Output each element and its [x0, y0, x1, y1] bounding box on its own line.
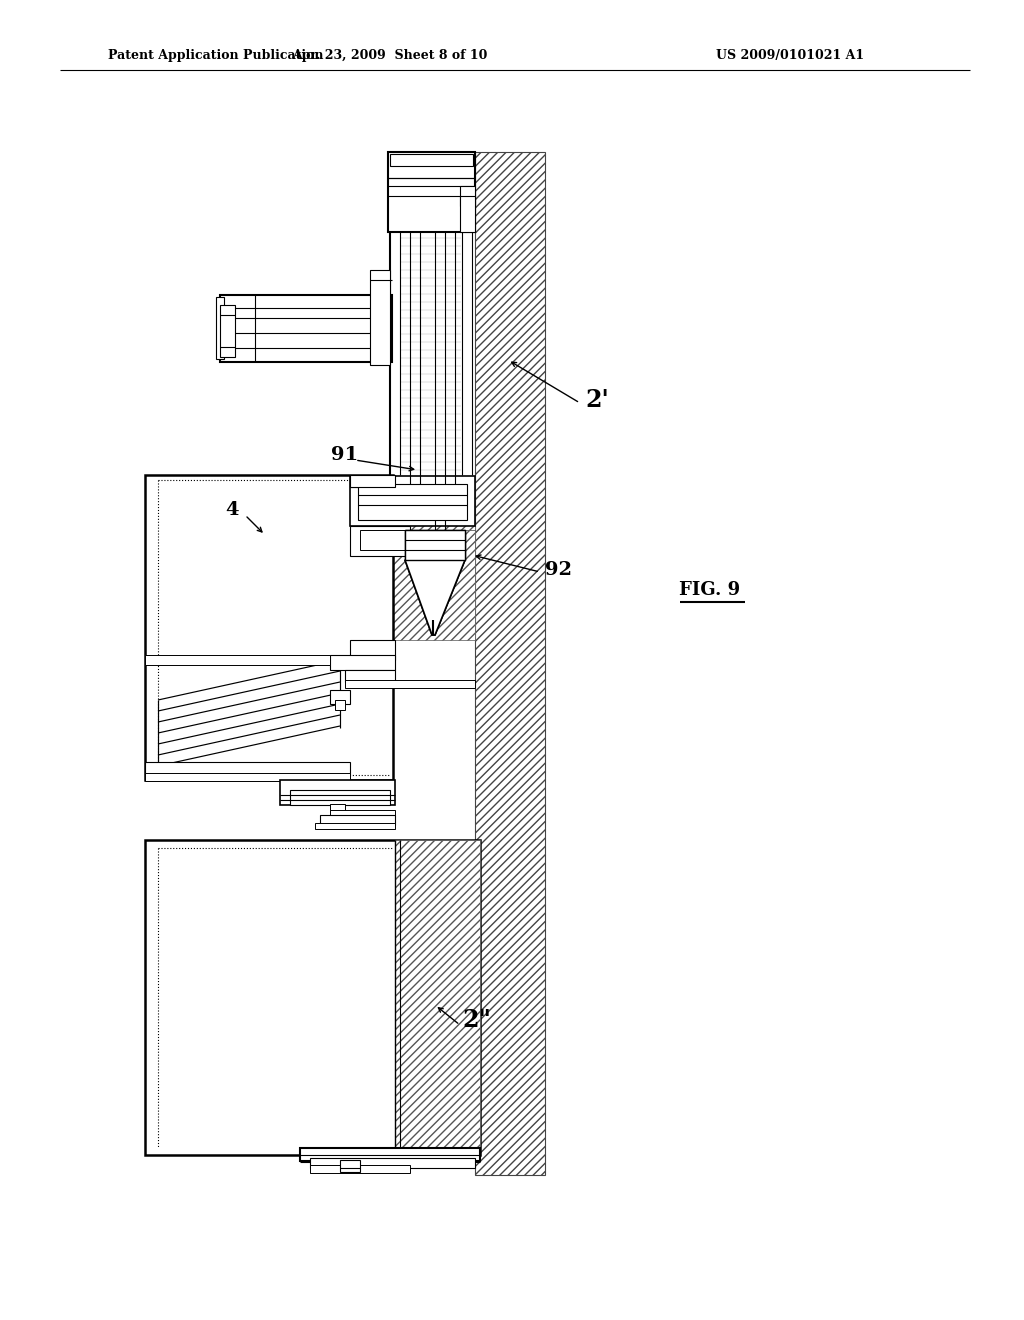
Text: Patent Application Publication: Patent Application Publication	[108, 49, 324, 62]
Text: 2": 2"	[462, 1008, 490, 1032]
Bar	[345, 680, 475, 688]
Bar	[358, 484, 467, 520]
Polygon shape	[392, 477, 475, 531]
Bar	[330, 804, 345, 812]
Bar	[340, 1160, 360, 1172]
Bar	[335, 700, 345, 710]
Bar	[388, 152, 475, 232]
Text: 4: 4	[225, 502, 239, 519]
Bar	[319, 814, 395, 825]
Bar	[220, 294, 392, 362]
Bar	[145, 655, 330, 665]
Bar	[406, 531, 465, 560]
Bar	[310, 1166, 410, 1173]
Bar	[300, 1148, 480, 1162]
Text: Apr. 23, 2009  Sheet 8 of 10: Apr. 23, 2009 Sheet 8 of 10	[292, 49, 487, 62]
Text: US 2009/0101021 A1: US 2009/0101021 A1	[716, 49, 864, 62]
Text: 91: 91	[332, 446, 358, 465]
Bar	[290, 789, 390, 805]
Polygon shape	[475, 152, 545, 1175]
Bar	[145, 762, 350, 776]
Bar	[460, 186, 475, 206]
Bar	[145, 840, 480, 1155]
Text: 92: 92	[545, 561, 572, 579]
Polygon shape	[406, 560, 465, 635]
Bar	[330, 810, 395, 816]
Bar	[460, 195, 475, 232]
Polygon shape	[395, 840, 480, 1155]
Bar	[330, 690, 350, 704]
Polygon shape	[392, 531, 475, 640]
Bar	[370, 271, 390, 366]
Bar	[390, 154, 473, 166]
Bar	[280, 780, 395, 805]
Polygon shape	[406, 560, 465, 635]
Bar	[310, 1158, 475, 1168]
Bar	[216, 297, 224, 359]
Bar	[350, 475, 395, 487]
Bar	[345, 671, 395, 682]
Bar	[350, 640, 395, 660]
Bar	[220, 305, 234, 356]
Bar	[350, 525, 410, 556]
Bar	[145, 774, 350, 781]
Bar	[145, 475, 393, 780]
Bar	[315, 822, 395, 829]
Text: 2': 2'	[585, 388, 608, 412]
Bar	[360, 531, 410, 550]
Text: FIG. 9: FIG. 9	[680, 581, 740, 599]
Bar	[350, 477, 475, 525]
Bar	[406, 531, 465, 560]
Bar	[330, 655, 395, 671]
